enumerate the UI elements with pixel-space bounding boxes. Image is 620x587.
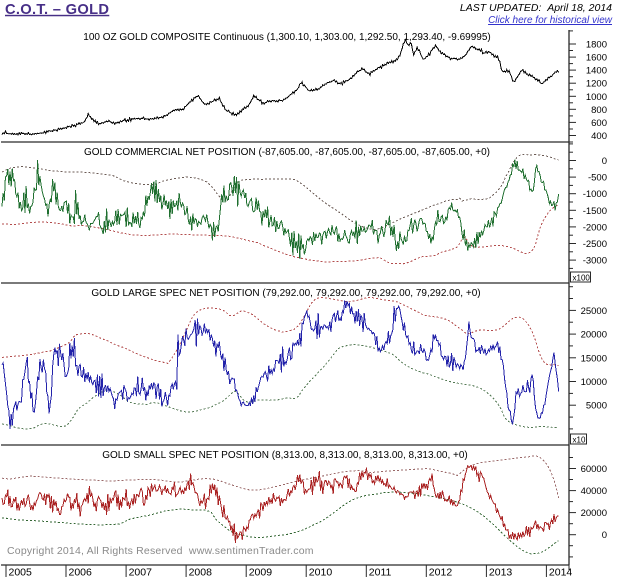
svg-text:400: 400 <box>591 131 607 142</box>
svg-text:25000: 25000 <box>581 306 607 317</box>
svg-text:15000: 15000 <box>581 353 607 364</box>
svg-text:2011: 2011 <box>369 567 392 579</box>
svg-text:100 OZ GOLD COMPOSITE Continuo: 100 OZ GOLD COMPOSITE Continuous (1,300.… <box>83 32 490 43</box>
svg-text:C.O.T. – GOLD: C.O.T. – GOLD <box>5 2 109 18</box>
svg-text:20000: 20000 <box>581 330 607 341</box>
svg-text:1800: 1800 <box>586 40 607 51</box>
svg-text:2006: 2006 <box>69 567 93 579</box>
svg-text:20000: 20000 <box>581 508 607 519</box>
svg-text:600: 600 <box>591 118 607 129</box>
svg-text:-3000: -3000 <box>583 256 607 267</box>
svg-text:0: 0 <box>602 530 607 541</box>
svg-text:-1000: -1000 <box>583 189 607 200</box>
svg-text:x10: x10 <box>573 436 586 445</box>
svg-text:1000: 1000 <box>586 92 607 103</box>
svg-text:2014: 2014 <box>549 567 573 579</box>
svg-text:2013: 2013 <box>489 567 513 579</box>
svg-text:2012: 2012 <box>429 567 453 579</box>
svg-text:-1500: -1500 <box>583 206 607 217</box>
svg-text:GOLD LARGE SPEC NET POSITION (: GOLD LARGE SPEC NET POSITION (79,292.00,… <box>91 288 480 299</box>
svg-text:-500: -500 <box>588 173 607 184</box>
svg-text:x100: x100 <box>573 274 591 283</box>
svg-text:10000: 10000 <box>581 377 607 388</box>
svg-text:2010: 2010 <box>309 567 333 579</box>
svg-text:Click here for historical view: Click here for historical view <box>488 15 613 26</box>
svg-text:LAST UPDATED: April 18, 2014: LAST UPDATED: April 18, 2014 <box>460 2 612 14</box>
svg-text:0: 0 <box>602 156 607 167</box>
svg-text:-2500: -2500 <box>583 239 607 250</box>
svg-text:GOLD COMMERCIAL NET POSITION (: GOLD COMMERCIAL NET POSITION (-87,605.00… <box>84 147 490 158</box>
svg-text:Copyright 2014, All Rights Res: Copyright 2014, All Rights Reserved www.… <box>7 545 314 557</box>
svg-text:GOLD SMALL SPEC NET POSITION (: GOLD SMALL SPEC NET POSITION (8,313.00, … <box>102 450 467 461</box>
svg-text:5000: 5000 <box>586 401 607 412</box>
svg-text:60000: 60000 <box>581 464 607 475</box>
svg-text:40000: 40000 <box>581 486 607 497</box>
svg-text:-2000: -2000 <box>583 222 607 233</box>
svg-text:800: 800 <box>591 105 607 116</box>
svg-text:1200: 1200 <box>586 79 607 90</box>
svg-text:2008: 2008 <box>189 567 213 579</box>
svg-text:1400: 1400 <box>586 66 607 77</box>
svg-text:2007: 2007 <box>129 567 153 579</box>
svg-text:2005: 2005 <box>9 567 33 579</box>
svg-text:1600: 1600 <box>586 53 607 64</box>
svg-text:2009: 2009 <box>249 567 273 579</box>
